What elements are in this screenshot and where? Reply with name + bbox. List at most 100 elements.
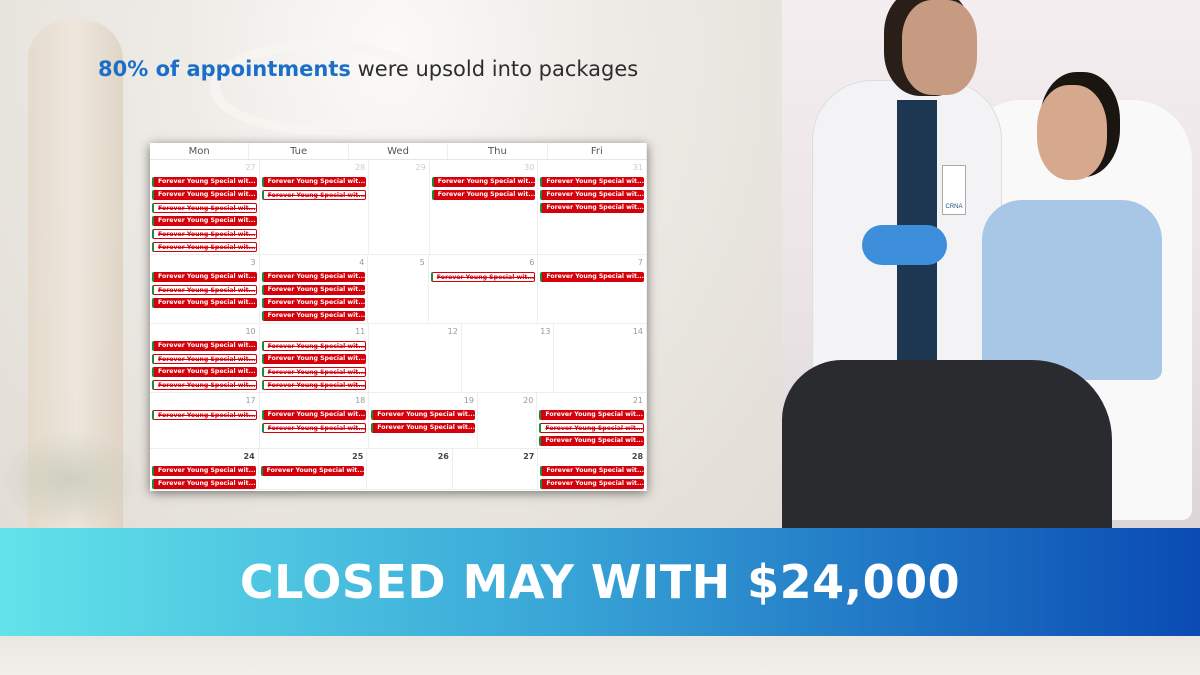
- calendar-day[interactable]: 31 Forever Young Special wit... Forever Yo…: [538, 160, 647, 254]
- calendar-day[interactable]: 6 Forever Young Special wit...: [429, 255, 539, 323]
- calendar-day[interactable]: 28 Forever Young Special wit... Forever Yo…: [538, 449, 648, 489]
- appointment-event[interactable]: Forever Young Special wit...: [152, 367, 257, 377]
- calendar-week: 24 Forever Young Special wit... Forever Yo…: [150, 449, 648, 490]
- appointment-event[interactable]: Forever Young Special wit...: [261, 285, 366, 295]
- appointment-event[interactable]: Forever Young Special wit...: [261, 177, 367, 187]
- appointment-event[interactable]: Forever Young Special wit...: [540, 272, 644, 282]
- day-number: 3: [250, 258, 256, 267]
- appointment-event[interactable]: Forever Young Special wit...: [539, 436, 644, 446]
- cancelled-appointment-event[interactable]: Forever Young Special wit...: [152, 380, 257, 390]
- appointment-event[interactable]: Forever Young Special wit...: [540, 466, 645, 476]
- calendar-day[interactable]: 27: [453, 449, 539, 489]
- appointment-event[interactable]: Forever Young Special wit...: [431, 177, 536, 187]
- day-number: 11: [355, 327, 366, 336]
- cancelled-appointment-event[interactable]: Forever Young Special wit...: [430, 272, 536, 282]
- calendar-day[interactable]: 26: [367, 449, 453, 489]
- day-number: 31: [632, 163, 643, 172]
- appointment-event[interactable]: Forever Young Special wit...: [539, 410, 644, 420]
- appointment-event[interactable]: Forever Young Special wit...: [540, 190, 644, 200]
- cancelled-appointment-event[interactable]: Forever Young Special wit...: [539, 423, 644, 433]
- cancelled-appointment-event[interactable]: Forever Young Special wit...: [152, 242, 257, 252]
- cancelled-appointment-event[interactable]: Forever Young Special wit...: [152, 410, 257, 420]
- cancelled-appointment-event[interactable]: Forever Young Special wit...: [261, 423, 367, 433]
- appointment-event[interactable]: Forever Young Special wit...: [371, 423, 475, 433]
- day-header-tue: Tue: [249, 143, 349, 159]
- calendar-day[interactable]: 28 Forever Young Special wit... Forever Yo…: [260, 160, 370, 254]
- calendar-day[interactable]: 29: [369, 160, 430, 254]
- day-number: 30: [524, 163, 535, 172]
- day-number: 29: [415, 163, 426, 172]
- appointment-event[interactable]: Forever Young Special wit...: [261, 272, 366, 282]
- day-number: 5: [419, 258, 425, 267]
- calendar-week: 27 Forever Young Special wit... Forever Yo…: [150, 160, 647, 255]
- calendar-day[interactable]: 30 Forever Young Special wit... Forever Yo…: [430, 160, 539, 254]
- clinic-photo: CRNA: [782, 0, 1200, 528]
- calendar-header: Mon Tue Wed Thu Fri: [150, 143, 648, 160]
- cancelled-appointment-event[interactable]: Forever Young Special wit...: [152, 229, 257, 239]
- calendar-day[interactable]: 27 Forever Young Special wit... Forever Yo…: [150, 160, 260, 254]
- appointment-event[interactable]: Forever Young Special wit...: [261, 311, 366, 321]
- appointment-event[interactable]: Forever Young Special wit...: [260, 466, 365, 476]
- appointment-event[interactable]: Forever Young Special wit...: [371, 410, 475, 420]
- day-number: 27: [523, 452, 535, 461]
- calendar-day[interactable]: 24 Forever Young Special wit... Forever Yo…: [150, 449, 259, 489]
- appointment-event[interactable]: Forever Young Special wit...: [261, 354, 367, 364]
- day-number: 17: [245, 396, 256, 405]
- calendar-day[interactable]: 19 Forever Young Special wit... Forever Yo…: [369, 393, 478, 448]
- day-number: 13: [540, 327, 551, 336]
- appointment-event[interactable]: Forever Young Special wit...: [152, 272, 257, 282]
- calendar-day[interactable]: 10 Forever Young Special wit... Forever Yo…: [150, 324, 260, 392]
- appointment-event[interactable]: Forever Young Special wit...: [152, 298, 257, 308]
- calendar-screenshot: Mon Tue Wed Thu Fri 27 Forever Young Special …: [150, 143, 648, 491]
- appointment-event[interactable]: Forever Young Special wit...: [540, 203, 644, 213]
- calendar-day[interactable]: 12: [369, 324, 462, 392]
- day-number: 27: [245, 163, 256, 172]
- day-number: 10: [245, 327, 256, 336]
- appointment-event[interactable]: Forever Young Special wit...: [152, 190, 257, 200]
- appointment-event[interactable]: Forever Young Special wit...: [261, 410, 367, 420]
- appointment-event[interactable]: Forever Young Special wit...: [431, 190, 536, 200]
- day-number: 24: [243, 452, 255, 461]
- appointment-event[interactable]: Forever Young Special wit...: [540, 479, 645, 489]
- calendar-day[interactable]: 13: [462, 324, 555, 392]
- day-number: 19: [463, 396, 474, 405]
- calendar-day[interactable]: 18 Forever Young Special wit... Forever Yo…: [260, 393, 370, 448]
- calendar-week: 3 Forever Young Special wit... Forever You…: [150, 255, 647, 324]
- calendar-day[interactable]: 14: [554, 324, 648, 392]
- calendar-day[interactable]: 17 Forever Young Special wit...: [150, 393, 260, 448]
- cancelled-appointment-event[interactable]: Forever Young Special wit...: [152, 203, 257, 213]
- calendar-day[interactable]: 4 Forever Young Special wit... Forever You…: [260, 255, 369, 323]
- cancelled-appointment-event[interactable]: Forever Young Special wit...: [261, 367, 367, 377]
- appointment-event[interactable]: Forever Young Special wit...: [152, 177, 257, 187]
- appointment-event[interactable]: Forever Young Special wit...: [152, 341, 257, 351]
- day-number: 14: [632, 327, 644, 336]
- name-badge: CRNA: [942, 165, 966, 215]
- calendar-day[interactable]: 7 Forever Young Special wit...: [538, 255, 647, 323]
- day-header-wed: Wed: [349, 143, 449, 159]
- calendar-day[interactable]: 11 Forever Young Special wit... Forever Yo…: [260, 324, 370, 392]
- day-number: 28: [355, 163, 366, 172]
- appointment-event[interactable]: Forever Young Special wit...: [152, 479, 256, 489]
- day-header-fri: Fri: [548, 143, 648, 159]
- calendar-day[interactable]: 3 Forever Young Special wit... Forever You…: [150, 255, 260, 323]
- appointment-event[interactable]: Forever Young Special wit...: [152, 216, 257, 226]
- cancelled-appointment-event[interactable]: Forever Young Special wit...: [261, 380, 367, 390]
- cancelled-appointment-event[interactable]: Forever Young Special wit...: [261, 341, 367, 351]
- appointment-event[interactable]: Forever Young Special wit...: [540, 177, 644, 187]
- day-header-thu: Thu: [448, 143, 548, 159]
- calendar-week: 10 Forever Young Special wit... Forever Yo…: [150, 324, 648, 393]
- calendar-week: 17 Forever Young Special wit... 18 Forever …: [150, 393, 647, 449]
- calendar-day[interactable]: 20: [478, 393, 538, 448]
- cancelled-appointment-event[interactable]: Forever Young Special wit...: [261, 190, 367, 200]
- calendar-day[interactable]: 25 Forever Young Special wit...: [259, 449, 368, 489]
- calendar-day[interactable]: 5: [368, 255, 429, 323]
- day-number: 20: [523, 396, 534, 405]
- day-number: 28: [631, 452, 644, 461]
- calendar-day[interactable]: 21 Forever Young Special wit... Forever Yo…: [537, 393, 647, 448]
- appointment-event[interactable]: Forever Young Special wit...: [152, 466, 256, 476]
- appointment-event[interactable]: Forever Young Special wit...: [261, 298, 366, 308]
- cancelled-appointment-event[interactable]: Forever Young Special wit...: [152, 285, 257, 295]
- day-number: 4: [359, 258, 365, 267]
- day-number: 12: [447, 327, 458, 336]
- cancelled-appointment-event[interactable]: Forever Young Special wit...: [152, 354, 257, 364]
